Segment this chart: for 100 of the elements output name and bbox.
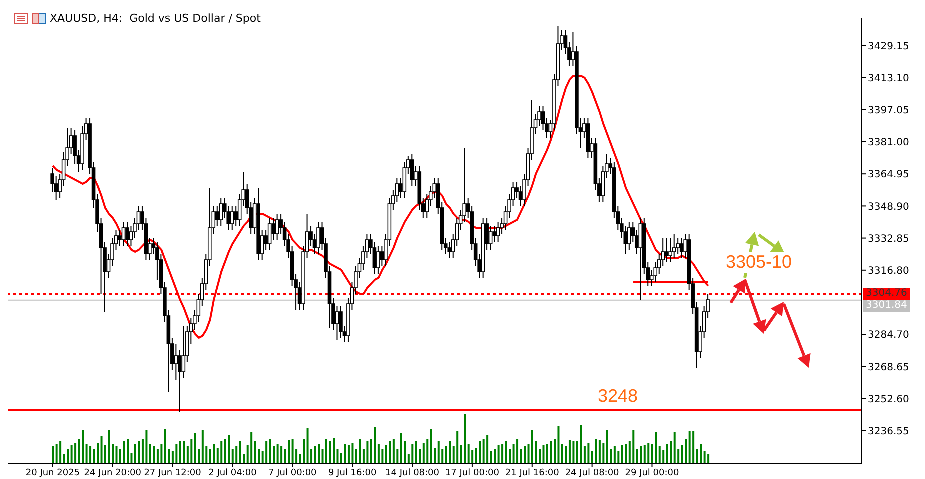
bar (74, 443, 77, 464)
candlestick (496, 222, 500, 242)
bar (389, 442, 392, 464)
candlestick (182, 326, 186, 378)
candlestick (268, 218, 272, 250)
bar (366, 442, 369, 464)
x-tick-label: 27 Jun 12:00 (144, 468, 202, 478)
bar (426, 439, 429, 464)
bar (550, 442, 552, 464)
x-tick-label: 14 Jul 08:00 (386, 468, 440, 478)
bar (625, 444, 628, 464)
y-tick-label: 3397.05 (868, 105, 910, 116)
bar (456, 432, 459, 464)
bar (348, 445, 350, 464)
y-tick-label: 3364.95 (868, 170, 910, 181)
y-tick-label: 3429.15 (868, 41, 910, 52)
bar (505, 442, 508, 464)
bar (670, 442, 672, 464)
bar (532, 430, 534, 464)
bar (580, 425, 582, 464)
bar (70, 445, 73, 464)
bar (266, 442, 268, 464)
bar (190, 439, 193, 464)
bar (332, 438, 335, 464)
bar (430, 429, 432, 464)
bar (572, 442, 575, 464)
bar (486, 435, 489, 464)
bar (303, 439, 306, 464)
bar (86, 444, 88, 464)
bar (276, 444, 279, 464)
annotation: 3248 (598, 386, 638, 407)
bar (126, 439, 129, 464)
bar (708, 454, 710, 464)
bar (535, 442, 538, 464)
bar (176, 444, 178, 464)
bar (228, 435, 230, 464)
bar (146, 430, 148, 464)
bar (116, 446, 118, 464)
bar (82, 430, 84, 464)
bar (108, 430, 110, 464)
y-tick-label: 3332.85 (868, 234, 910, 245)
bar (415, 442, 418, 464)
bar (97, 443, 100, 464)
candlestick (680, 238, 684, 258)
x-tick-label: 20 Jun 2025 (26, 468, 80, 478)
bar (374, 428, 376, 464)
bar (352, 443, 354, 464)
bar (269, 439, 272, 464)
bar (292, 439, 294, 464)
bar (314, 446, 316, 464)
x-tick-label: 21 Jul 16:00 (505, 468, 560, 478)
bar (90, 446, 92, 464)
bar (685, 439, 688, 464)
bar (250, 432, 253, 464)
y-tick-label: 3252.60 (868, 394, 910, 406)
ref-line-label: 3304.76 (863, 288, 910, 300)
bar (100, 436, 103, 464)
bar (498, 445, 500, 464)
bar (614, 446, 616, 464)
candlestick (118, 230, 122, 246)
bar (60, 442, 62, 464)
bar (378, 444, 380, 464)
x-tick-label: 7 Jul 00:00 (268, 468, 318, 478)
bar (326, 439, 328, 464)
candlestick (672, 234, 676, 258)
bar (392, 439, 395, 464)
candlestick (376, 246, 380, 274)
bar (464, 414, 466, 464)
bar (224, 439, 226, 464)
bar (542, 445, 545, 464)
candlestick (676, 238, 680, 254)
bar (306, 428, 309, 464)
x-tick-label: 2 Jul 04:00 (208, 468, 258, 478)
bar (561, 444, 564, 464)
bar (239, 442, 242, 464)
bar (520, 449, 522, 464)
bar (134, 444, 136, 464)
x-tick-label: 9 Jul 16:00 (328, 468, 377, 478)
bar (183, 442, 186, 464)
bar (565, 446, 568, 464)
candlestick (488, 226, 493, 250)
bar (588, 443, 590, 464)
candlestick (664, 238, 669, 262)
bar (202, 430, 204, 464)
bar (288, 440, 290, 464)
bar (67, 449, 70, 464)
bar (558, 426, 560, 464)
bar (280, 446, 283, 464)
bar (640, 446, 642, 464)
bar (644, 445, 646, 464)
chart-title: XAUUSD, H4: Gold vs US Dollar / Spot (50, 12, 261, 25)
bar (516, 439, 519, 464)
bar (524, 446, 526, 464)
bar (546, 444, 548, 464)
candlestick (335, 306, 340, 340)
bar (385, 445, 388, 464)
candlestick (275, 214, 280, 240)
bar (704, 452, 706, 464)
bar (662, 450, 665, 464)
bar (52, 446, 54, 464)
